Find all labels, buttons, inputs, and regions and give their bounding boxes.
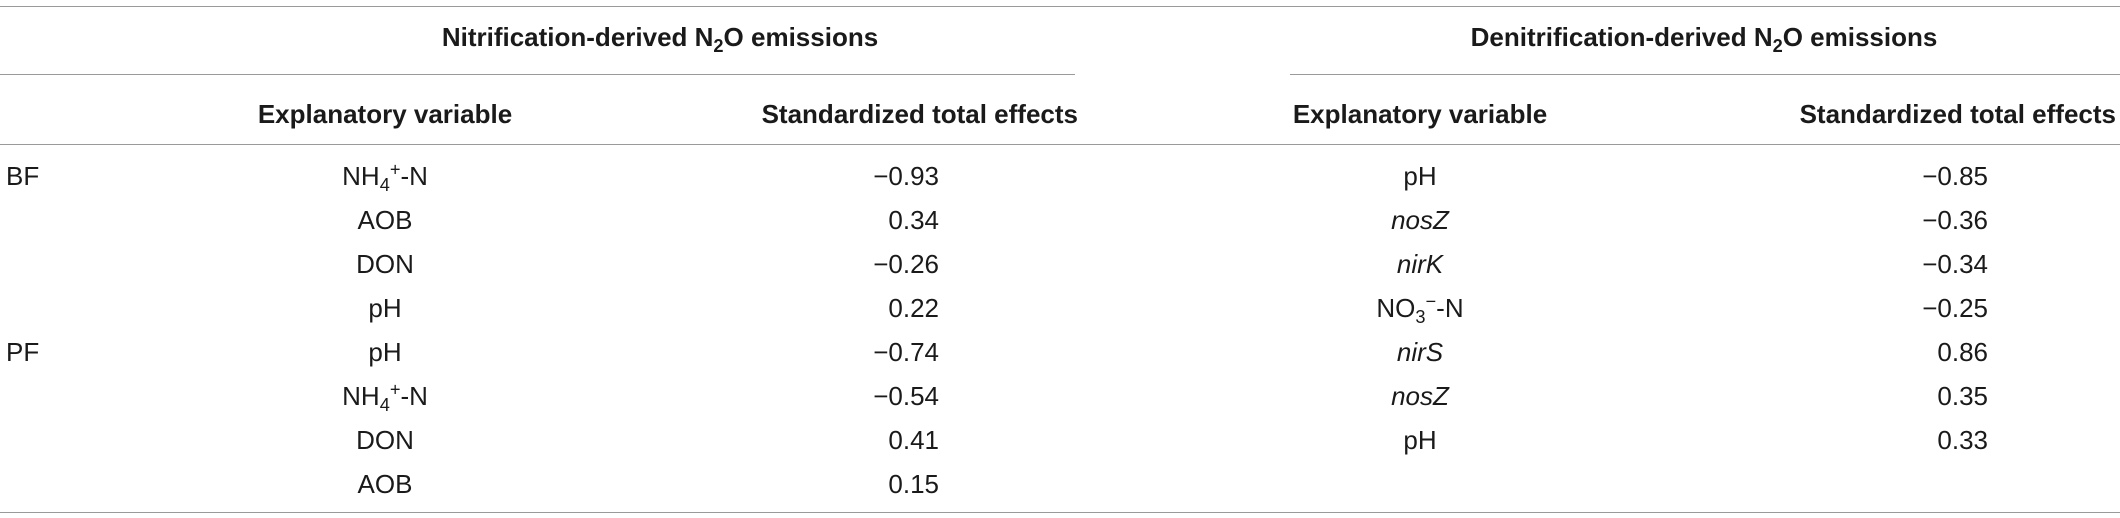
denitrification-variable-cell: pH	[1403, 161, 1437, 191]
nitrification-variable-cell: NH4+-N	[342, 159, 428, 196]
denitrification-variable-cell: nosZ	[1391, 381, 1449, 411]
denitrification-variable-cell: nirS	[1396, 337, 1444, 367]
nitrification-effect-cell: −0.74	[873, 337, 939, 367]
denitrification-group-title: Denitrification-derived N2O emissions	[1470, 22, 1938, 57]
nitrification-variable-cell: pH	[368, 337, 402, 367]
denitrification-variable-cell: NO3−-N	[1376, 291, 1464, 328]
denitrification-variable-cell: nosZ	[1391, 205, 1449, 235]
denitrification-effect-cell: 0.35	[1937, 381, 1988, 411]
nitrification-effect-cell: 0.41	[888, 425, 939, 455]
nitrification-variable-cell: pH	[368, 293, 402, 323]
denitrification-effect-cell: −0.85	[1922, 161, 1988, 191]
nitrification-effect-cell: 0.34	[888, 205, 939, 235]
col-header-explanatory-left: Explanatory variable	[257, 99, 513, 129]
denitrification-effect-cell: 0.86	[1937, 337, 1988, 367]
denitrification-effect-cell: −0.36	[1922, 205, 1988, 235]
col-header-explanatory-right: Explanatory variable	[1292, 99, 1548, 129]
denitrification-group-rule	[1290, 74, 2120, 75]
denitrification-variable-cell: nirK	[1396, 249, 1444, 279]
col-header-effects-right: Standardized total effects	[1799, 99, 2116, 129]
nitrification-variable-cell: AOB	[357, 469, 413, 499]
nitrification-effect-cell: 0.22	[888, 293, 939, 323]
denitrification-effect-cell: 0.33	[1937, 425, 1988, 455]
nitrification-effect-cell: −0.26	[873, 249, 939, 279]
nitrification-effect-cell: −0.93	[873, 161, 939, 191]
col-header-effects-left: Standardized total effects	[761, 99, 1078, 129]
table-bottom-rule	[0, 512, 2120, 513]
row-group-bf: BF	[6, 161, 40, 191]
table-top-rule	[0, 6, 2120, 7]
row-group-pf: PF	[6, 337, 40, 367]
nitrification-effect-cell: −0.54	[873, 381, 939, 411]
nitrification-variable-cell: DON	[356, 249, 414, 279]
nitrification-group-title: Nitrification-derived N2O emissions	[441, 22, 879, 57]
denitrification-effect-cell: −0.25	[1922, 293, 1988, 323]
nitrification-variable-cell: AOB	[357, 205, 413, 235]
denitrification-variable-cell: pH	[1403, 425, 1437, 455]
nitrification-variable-cell: NH4+-N	[342, 379, 428, 416]
nitrification-group-rule	[0, 74, 1075, 75]
denitrification-effect-cell: −0.34	[1922, 249, 1988, 279]
header-bottom-rule	[0, 144, 2120, 145]
nitrification-effect-cell: 0.15	[888, 469, 939, 499]
nitrification-variable-cell: DON	[356, 425, 414, 455]
